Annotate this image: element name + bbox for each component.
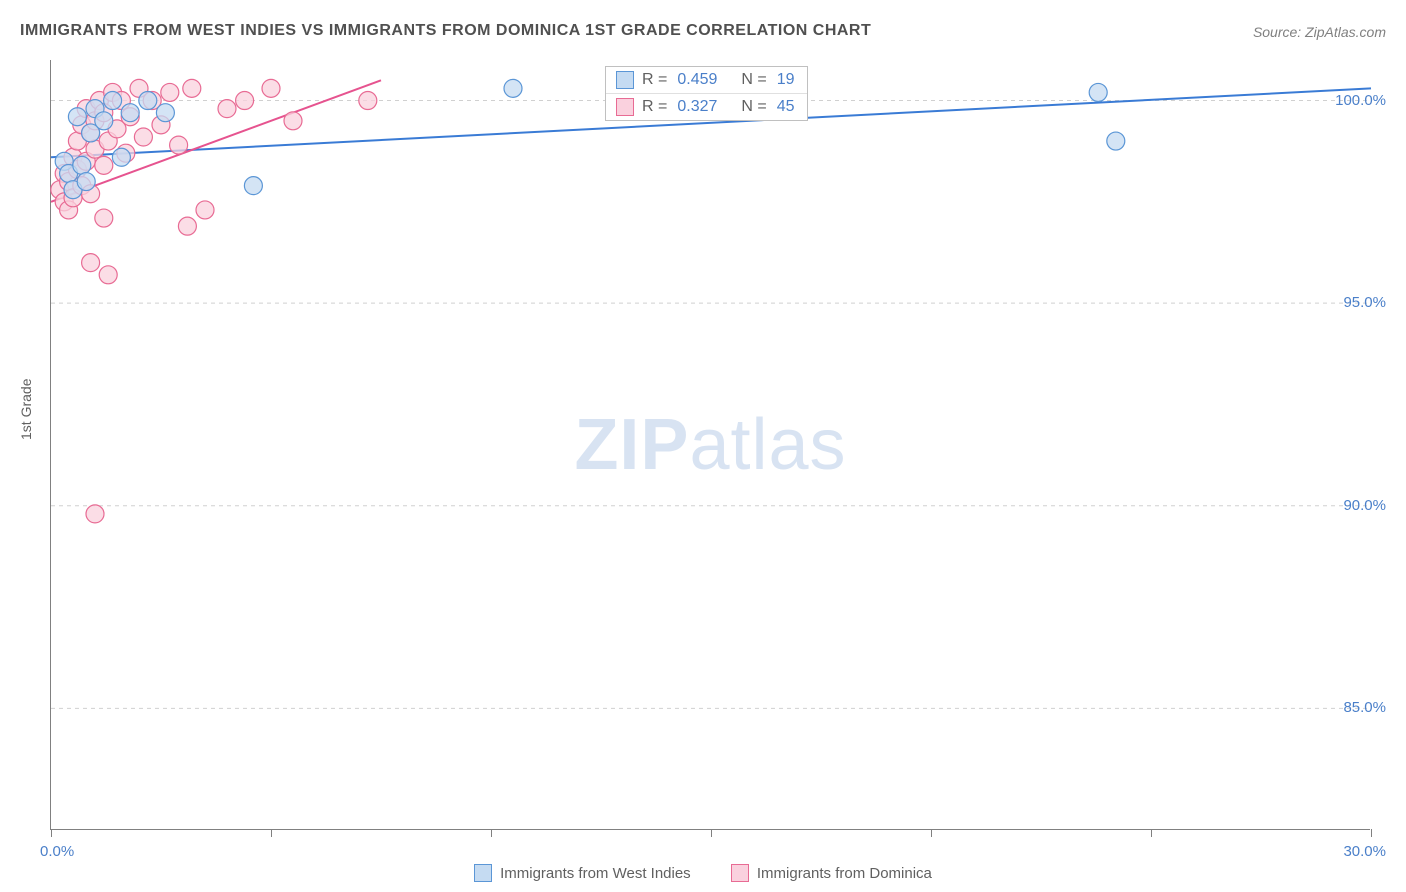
stats-n-label: N = xyxy=(741,71,766,89)
legend-swatch-icon xyxy=(731,864,749,882)
legend-bottom: Immigrants from West Indies Immigrants f… xyxy=(0,864,1406,886)
y-tick-label: 100.0% xyxy=(1335,92,1386,109)
y-tick-label: 85.0% xyxy=(1343,699,1386,716)
stats-row-west-indies: R = 0.459 N = 19 xyxy=(606,67,807,93)
stats-r-label: R = xyxy=(642,71,667,89)
stats-row-dominica: R = 0.327 N = 45 xyxy=(606,93,807,120)
legend-item-dominica: Immigrants from Dominica xyxy=(731,864,932,882)
x-tick-label: 30.0% xyxy=(1343,843,1386,860)
legend-label: Immigrants from West Indies xyxy=(500,865,691,882)
stats-n-label: N = xyxy=(741,98,766,116)
y-tick-label: 90.0% xyxy=(1343,497,1386,514)
chart-svg xyxy=(51,60,1370,829)
legend-item-west-indies: Immigrants from West Indies xyxy=(474,864,691,882)
stats-box: R = 0.459 N = 19 R = 0.327 N = 45 xyxy=(605,66,808,121)
stats-swatch-icon xyxy=(616,71,634,89)
y-axis-label: 1st Grade xyxy=(18,379,34,440)
legend-label: Immigrants from Dominica xyxy=(757,865,932,882)
stats-n-value: 45 xyxy=(777,98,795,116)
stats-r-value: 0.459 xyxy=(677,71,717,89)
stats-n-value: 19 xyxy=(777,71,795,89)
stats-r-label: R = xyxy=(642,98,667,116)
plot-area: ZIPatlas xyxy=(50,60,1370,830)
chart-title: IMMIGRANTS FROM WEST INDIES VS IMMIGRANT… xyxy=(20,22,871,40)
source-attribution: Source: ZipAtlas.com xyxy=(1253,24,1386,40)
stats-r-value: 0.327 xyxy=(677,98,717,116)
legend-swatch-icon xyxy=(474,864,492,882)
x-tick-label: 0.0% xyxy=(40,843,74,860)
stats-swatch-icon xyxy=(616,98,634,116)
y-tick-label: 95.0% xyxy=(1343,294,1386,311)
